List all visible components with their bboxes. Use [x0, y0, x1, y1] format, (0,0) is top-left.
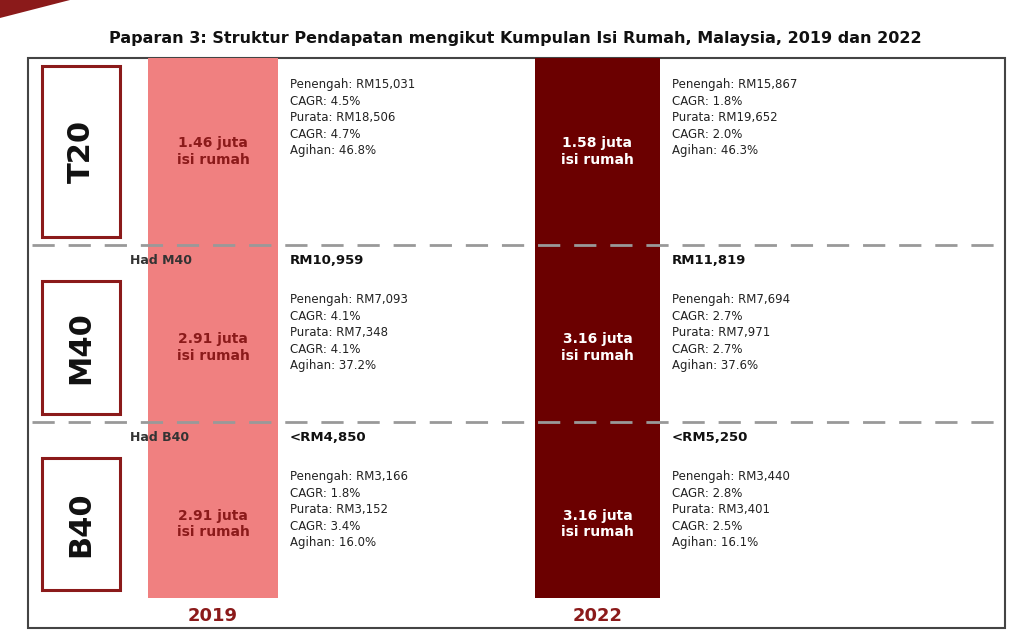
Text: 2019: 2019: [188, 607, 238, 625]
Text: M40: M40: [67, 311, 96, 384]
Text: CAGR: 1.8%: CAGR: 1.8%: [290, 486, 361, 500]
Text: <RM5,250: <RM5,250: [672, 431, 749, 444]
Text: RM10,959: RM10,959: [290, 254, 364, 267]
Text: CAGR: 2.0%: CAGR: 2.0%: [672, 128, 742, 140]
Text: Agihan: 16.1%: Agihan: 16.1%: [672, 536, 758, 549]
Bar: [148, 58, 278, 598]
Text: 3.16 juta
isi rumah: 3.16 juta isi rumah: [561, 332, 634, 363]
Bar: [42, 458, 120, 590]
Bar: [535, 58, 660, 598]
Text: Purata: RM3,401: Purata: RM3,401: [672, 503, 770, 516]
Bar: [28, 58, 1005, 628]
Text: CAGR: 2.8%: CAGR: 2.8%: [672, 486, 742, 500]
Text: <RM4,850: <RM4,850: [290, 431, 367, 444]
Text: B40: B40: [67, 491, 96, 557]
Text: Purata: RM7,348: Purata: RM7,348: [290, 326, 388, 339]
Text: 2.91 juta
isi rumah: 2.91 juta isi rumah: [176, 332, 250, 363]
Text: Agihan: 37.6%: Agihan: 37.6%: [672, 359, 758, 372]
Text: T20: T20: [67, 120, 96, 183]
Text: CAGR: 4.7%: CAGR: 4.7%: [290, 128, 361, 140]
Text: RM11,819: RM11,819: [672, 254, 746, 267]
Text: Purata: RM7,971: Purata: RM7,971: [672, 326, 770, 339]
Text: CAGR: 4.1%: CAGR: 4.1%: [290, 343, 361, 355]
Text: Purata: RM19,652: Purata: RM19,652: [672, 111, 777, 124]
Text: Penengah: RM7,093: Penengah: RM7,093: [290, 293, 408, 306]
Text: Penengah: RM15,867: Penengah: RM15,867: [672, 78, 797, 91]
Text: Agihan: 37.2%: Agihan: 37.2%: [290, 359, 376, 372]
Text: CAGR: 2.5%: CAGR: 2.5%: [672, 520, 742, 533]
Text: Had M40: Had M40: [130, 254, 192, 267]
Text: 3.16 juta
isi rumah: 3.16 juta isi rumah: [561, 509, 634, 539]
Text: Penengah: RM3,440: Penengah: RM3,440: [672, 470, 790, 483]
Bar: [42, 281, 120, 414]
Text: Purata: RM18,506: Purata: RM18,506: [290, 111, 395, 124]
Text: CAGR: 1.8%: CAGR: 1.8%: [672, 95, 742, 108]
Text: Agihan: 16.0%: Agihan: 16.0%: [290, 536, 376, 549]
Text: CAGR: 3.4%: CAGR: 3.4%: [290, 520, 361, 533]
Text: CAGR: 2.7%: CAGR: 2.7%: [672, 343, 742, 355]
Text: Penengah: RM15,031: Penengah: RM15,031: [290, 78, 415, 91]
Text: 2022: 2022: [572, 607, 623, 625]
Text: CAGR: 4.5%: CAGR: 4.5%: [290, 95, 361, 108]
Text: Purata: RM3,152: Purata: RM3,152: [290, 503, 388, 516]
Bar: [42, 66, 120, 237]
Text: Had B40: Had B40: [130, 431, 189, 444]
Polygon shape: [0, 0, 70, 18]
Text: Agihan: 46.8%: Agihan: 46.8%: [290, 144, 376, 157]
Text: 1.58 juta
isi rumah: 1.58 juta isi rumah: [561, 137, 634, 167]
Text: 2.91 juta
isi rumah: 2.91 juta isi rumah: [176, 509, 250, 539]
Text: Paparan 3: Struktur Pendapatan mengikut Kumpulan Isi Rumah, Malaysia, 2019 dan 2: Paparan 3: Struktur Pendapatan mengikut …: [108, 30, 922, 46]
Text: CAGR: 4.1%: CAGR: 4.1%: [290, 310, 361, 323]
Text: CAGR: 2.7%: CAGR: 2.7%: [672, 310, 742, 323]
Text: Agihan: 46.3%: Agihan: 46.3%: [672, 144, 758, 157]
Text: Penengah: RM3,166: Penengah: RM3,166: [290, 470, 408, 483]
Text: Penengah: RM7,694: Penengah: RM7,694: [672, 293, 790, 306]
Text: 1.46 juta
isi rumah: 1.46 juta isi rumah: [176, 137, 250, 167]
